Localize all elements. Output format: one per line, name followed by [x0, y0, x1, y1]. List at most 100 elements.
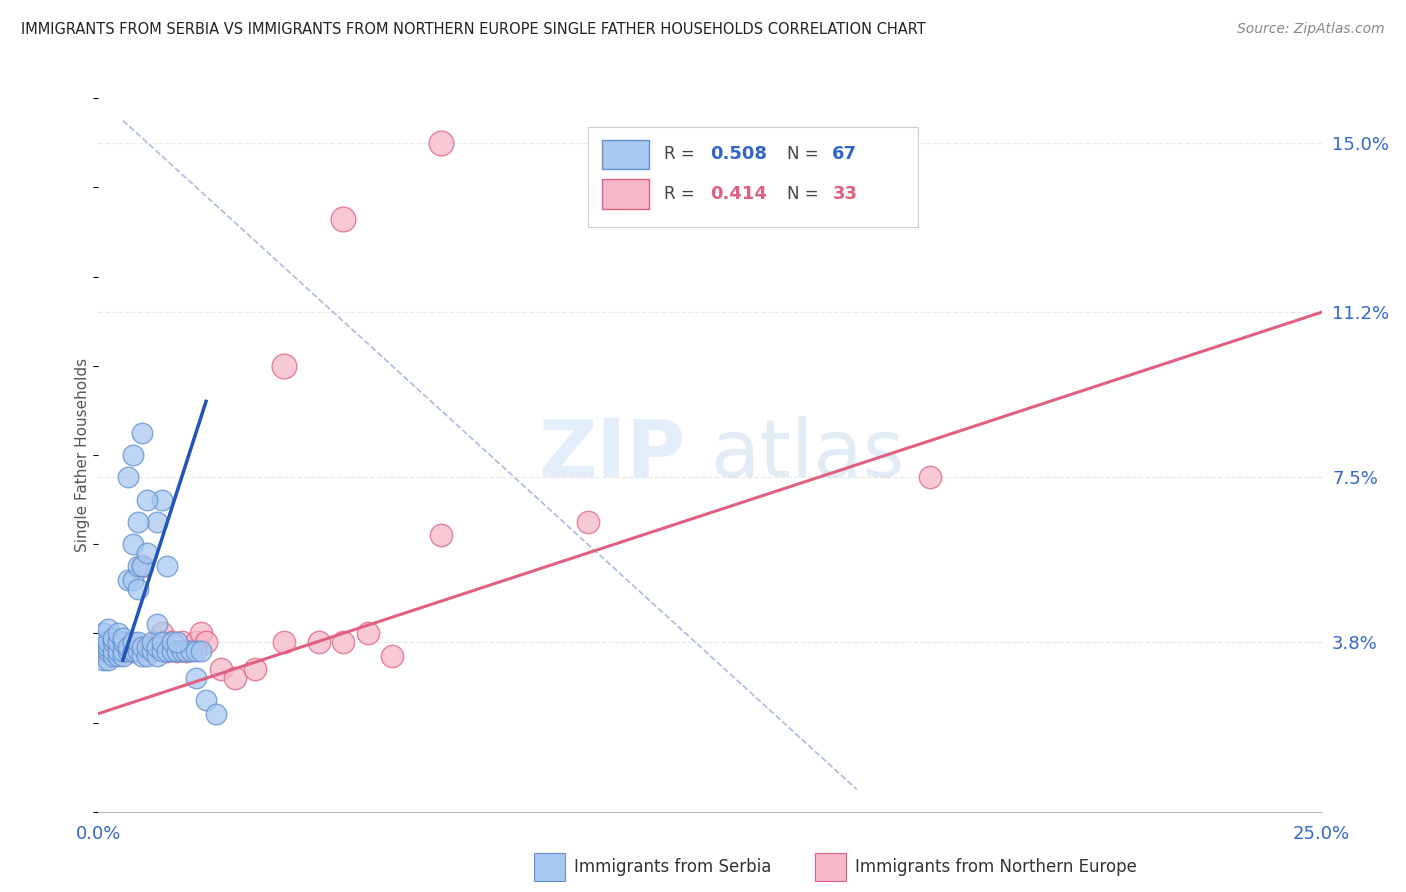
- Point: [356, 626, 378, 640]
- Point: [166, 635, 188, 649]
- Point: [160, 635, 183, 649]
- Point: [146, 515, 169, 529]
- Point: [111, 644, 134, 658]
- Point: [107, 648, 129, 663]
- Point: [131, 559, 153, 574]
- Text: atlas: atlas: [710, 416, 904, 494]
- Point: [160, 635, 183, 649]
- Point: [381, 648, 404, 663]
- Point: [150, 644, 173, 658]
- Point: [111, 631, 134, 645]
- Point: [150, 626, 173, 640]
- Text: N =: N =: [787, 185, 824, 202]
- Point: [308, 635, 330, 649]
- Point: [91, 626, 114, 640]
- Point: [121, 644, 143, 658]
- Point: [273, 359, 295, 373]
- Point: [176, 644, 198, 658]
- Point: [127, 515, 149, 529]
- Point: [97, 635, 120, 649]
- Point: [111, 635, 134, 649]
- Text: 0.414: 0.414: [710, 185, 766, 202]
- Point: [127, 559, 149, 574]
- Point: [146, 648, 169, 663]
- Point: [205, 706, 228, 721]
- Text: Source: ZipAtlas.com: Source: ZipAtlas.com: [1237, 22, 1385, 37]
- Point: [156, 644, 179, 658]
- Point: [136, 546, 159, 560]
- Point: [97, 653, 120, 667]
- Point: [146, 617, 169, 632]
- Point: [150, 492, 173, 507]
- Point: [141, 644, 163, 658]
- Point: [332, 211, 354, 226]
- Text: 67: 67: [832, 145, 858, 163]
- Text: Immigrants from Serbia: Immigrants from Serbia: [574, 858, 770, 876]
- Point: [127, 582, 149, 596]
- Point: [224, 671, 246, 685]
- Point: [430, 136, 453, 150]
- Point: [131, 559, 153, 574]
- Point: [176, 644, 198, 658]
- Point: [127, 644, 149, 658]
- Point: [131, 640, 153, 654]
- Point: [141, 640, 163, 654]
- Point: [170, 635, 193, 649]
- Point: [180, 644, 202, 658]
- Point: [91, 635, 114, 649]
- Text: N =: N =: [787, 145, 824, 163]
- Point: [156, 559, 179, 574]
- Point: [186, 671, 208, 685]
- Point: [131, 425, 153, 440]
- Point: [121, 573, 143, 587]
- Point: [121, 537, 143, 551]
- Point: [107, 635, 129, 649]
- Y-axis label: Single Father Households: Single Father Households: [75, 358, 90, 552]
- Point: [121, 635, 143, 649]
- Point: [97, 644, 120, 658]
- Point: [117, 573, 139, 587]
- Point: [150, 635, 173, 649]
- Point: [101, 631, 124, 645]
- Point: [920, 470, 942, 484]
- Point: [91, 653, 114, 667]
- Point: [111, 644, 134, 658]
- Point: [97, 640, 120, 654]
- Point: [160, 644, 183, 658]
- Point: [101, 644, 124, 658]
- Point: [141, 635, 163, 649]
- Text: R =: R =: [664, 185, 700, 202]
- Point: [273, 635, 295, 649]
- Point: [91, 644, 114, 658]
- Point: [131, 648, 153, 663]
- Point: [136, 648, 159, 663]
- Text: ZIP: ZIP: [538, 416, 686, 494]
- Point: [117, 644, 139, 658]
- Point: [107, 644, 129, 658]
- Point: [107, 626, 129, 640]
- Point: [166, 644, 188, 658]
- Point: [117, 470, 139, 484]
- Point: [117, 640, 139, 654]
- Point: [97, 644, 120, 658]
- Text: IMMIGRANTS FROM SERBIA VS IMMIGRANTS FROM NORTHERN EUROPE SINGLE FATHER HOUSEHOL: IMMIGRANTS FROM SERBIA VS IMMIGRANTS FRO…: [21, 22, 925, 37]
- Point: [101, 648, 124, 663]
- Point: [146, 635, 169, 649]
- Point: [170, 644, 193, 658]
- Point: [127, 640, 149, 654]
- Point: [91, 640, 114, 654]
- Point: [91, 644, 114, 658]
- Text: R =: R =: [664, 145, 700, 163]
- Point: [121, 644, 143, 658]
- Point: [186, 644, 208, 658]
- Point: [136, 492, 159, 507]
- Point: [156, 644, 179, 658]
- FancyBboxPatch shape: [602, 178, 650, 209]
- FancyBboxPatch shape: [602, 139, 650, 169]
- Point: [127, 635, 149, 649]
- Point: [111, 648, 134, 663]
- Point: [576, 515, 599, 529]
- Point: [166, 644, 188, 658]
- Point: [190, 626, 212, 640]
- Point: [243, 662, 266, 676]
